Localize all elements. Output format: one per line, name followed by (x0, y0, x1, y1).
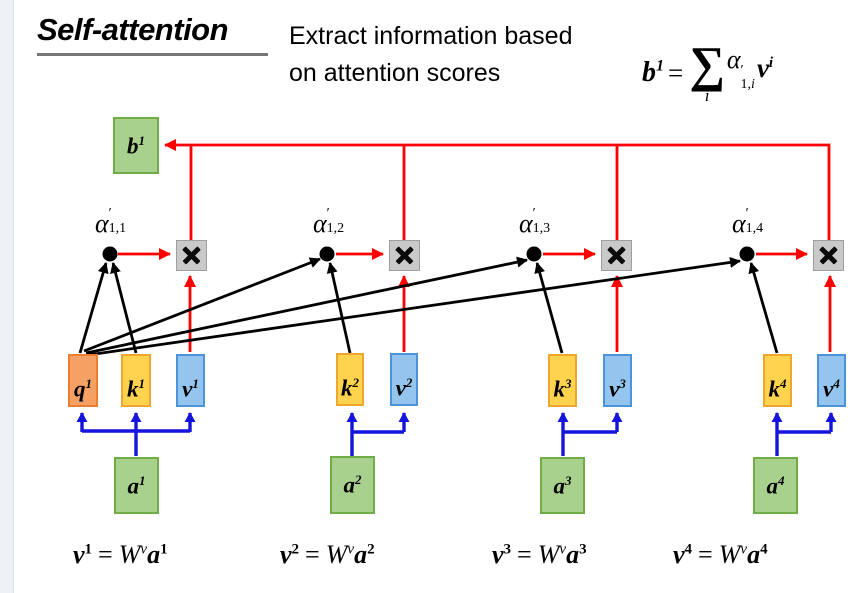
formula-b1-sum: b1 = ∑ i α ′ 1,i vi (642, 36, 774, 105)
box-a3: a3 (540, 457, 585, 514)
attention-score-dot (319, 246, 335, 262)
subtitle-line-1: Extract information based (289, 22, 573, 50)
summation-symbol: ∑ i (689, 36, 725, 105)
formula-v-term: vi (756, 52, 774, 83)
box-a2: a2 (330, 456, 375, 514)
formula-alpha-term: α ′ 1,i (726, 44, 755, 92)
box-k2: k2 (336, 353, 364, 406)
blue-input-projection-arrows (76, 412, 837, 456)
box-q1: q1 (68, 354, 98, 407)
formula-b1-lhs: b1 (642, 57, 664, 88)
box-k1: k1 (121, 354, 151, 407)
box-a4: a4 (753, 457, 798, 514)
attention-score-dots (102, 246, 755, 262)
multiply-icon (389, 240, 420, 271)
box-v2: v2 (390, 353, 418, 406)
label-alpha-1-4: α ′ 1,4 (732, 206, 764, 238)
label-alpha-1-1: α ′ 1,1 (95, 206, 127, 238)
box-v4: v4 (817, 354, 846, 407)
formula-v2: v2 = Wva2 (280, 540, 375, 569)
formula-v3: v3 = Wva3 (492, 540, 587, 569)
equals-sign: = (668, 57, 684, 88)
formula-v4: v4 = Wva4 (673, 540, 768, 569)
black-qk-attention-lines (78, 256, 779, 357)
box-k3: k3 (548, 354, 577, 407)
slide-edge (0, 0, 14, 593)
red-attention-flow-lines (118, 139, 836, 352)
attention-score-dot (526, 246, 542, 262)
box-b1: b1 (113, 117, 159, 174)
multiply-icon (601, 240, 632, 271)
box-b1-label: b1 (127, 132, 145, 159)
multiply-icon (176, 240, 207, 271)
subtitle: Extract information based on attention s… (289, 18, 572, 92)
formula-v1: v1 = Wva1 (73, 540, 168, 569)
attention-score-dot (739, 246, 755, 262)
subtitle-line-2: on attention scores (289, 59, 501, 87)
attention-score-dot (102, 246, 118, 262)
page-title: Self-attention (37, 12, 268, 56)
box-a1: a1 (114, 457, 159, 514)
multiply-icon (813, 240, 844, 271)
box-k4: k4 (763, 354, 792, 407)
box-v1: v1 (176, 354, 205, 407)
box-v3: v3 (603, 354, 632, 407)
label-alpha-1-2: α ′ 1,2 (313, 206, 345, 238)
label-alpha-1-3: α ′ 1,3 (519, 206, 551, 238)
